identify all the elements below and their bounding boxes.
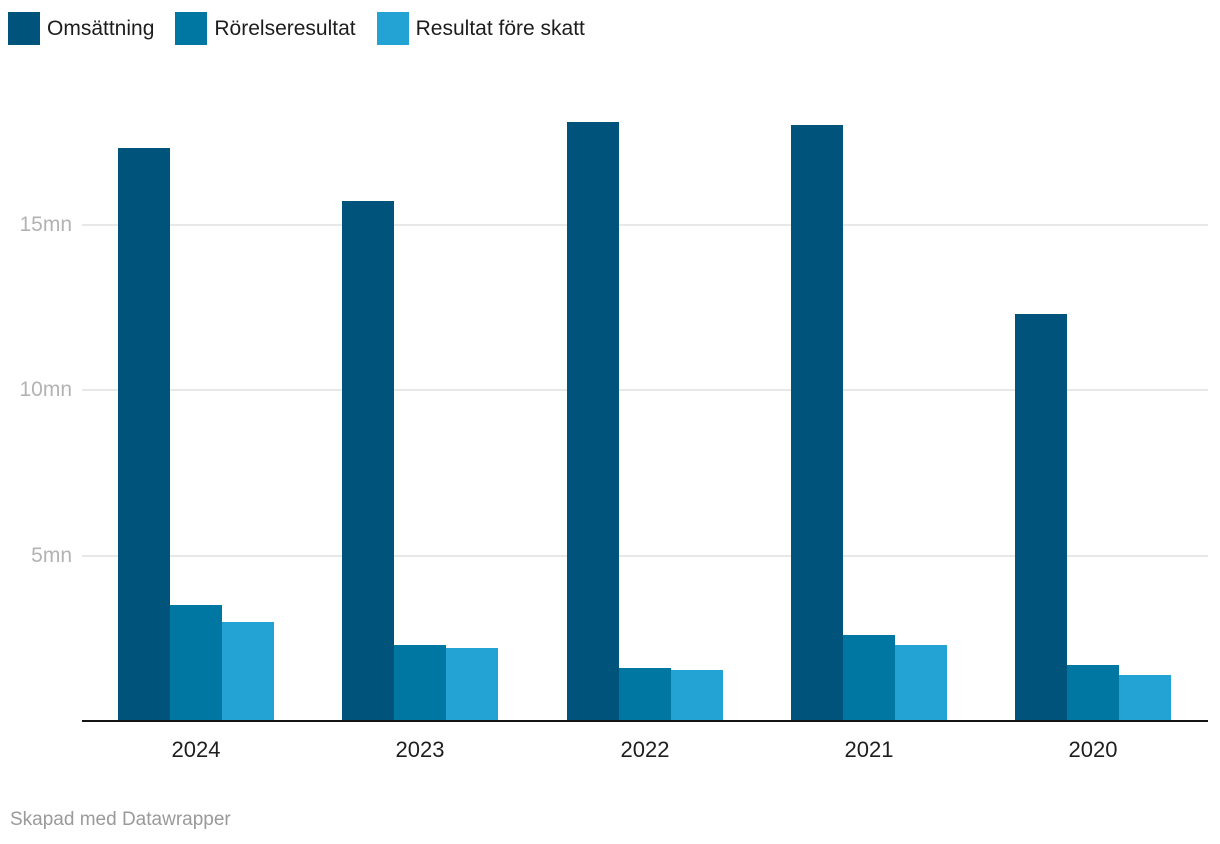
bar-2023-rorelseresultat (394, 645, 446, 721)
x-axis-line (82, 720, 1208, 722)
datawrapper-credit: Skapad med Datawrapper (10, 809, 231, 830)
legend-label: Rörelseresultat (214, 17, 356, 40)
y-axis-tick-label: 15mn (19, 213, 72, 236)
bar-2022-resultat-fore-skatt (671, 670, 723, 721)
bar-2023-resultat-fore-skatt (446, 648, 498, 721)
legend-item-resultat-fore-skatt: Resultat före skatt (376, 12, 585, 45)
legend-swatch-rorelseresultat (175, 12, 208, 45)
bar-2020-resultat-fore-skatt (1119, 675, 1171, 721)
legend-swatch-resultat-fore-skatt (376, 12, 409, 45)
x-axis-tick-label-2022: 2022 (620, 737, 670, 762)
bar-2021-resultat-fore-skatt (895, 645, 947, 721)
x-axis-tick-label-2024: 2024 (171, 737, 221, 762)
bar-2020-omsattning (1015, 314, 1067, 721)
bar-2021-omsattning (791, 125, 843, 721)
legend-label: Omsättning (47, 17, 155, 40)
bar-2022-omsattning (567, 122, 619, 721)
bar-2024-resultat-fore-skatt (222, 622, 274, 721)
legend-swatch-omsattning (8, 12, 40, 45)
bar-2023-omsattning (342, 201, 394, 721)
legend-item-rorelseresultat: Rörelseresultat (175, 12, 356, 45)
bar-2024-rorelseresultat (170, 605, 222, 721)
gridline-5mn (82, 555, 1208, 557)
bar-2020-rorelseresultat (1067, 665, 1119, 721)
legend-item-omsattning: Omsättning (8, 12, 154, 45)
legend: Omsättning Rörelseresultat Resultat före s… (8, 12, 585, 45)
gridline-10mn (82, 389, 1208, 391)
y-axis-tick-label: 5mn (31, 544, 72, 567)
bar-2024-omsattning (118, 148, 170, 721)
gridline-15mn (82, 224, 1208, 226)
legend-label: Resultat före skatt (415, 17, 585, 40)
bar-2021-rorelseresultat (843, 635, 895, 721)
bar-2022-rorelseresultat (619, 668, 671, 721)
x-axis-tick-label-2020: 2020 (1068, 737, 1118, 762)
x-axis-tick-label-2023: 2023 (395, 737, 445, 762)
y-axis-tick-label: 10mn (19, 378, 72, 401)
x-axis-tick-label-2021: 2021 (844, 737, 894, 762)
